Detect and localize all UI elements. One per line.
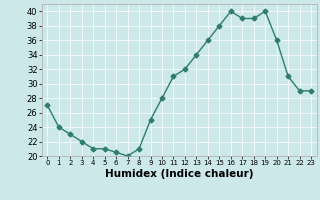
X-axis label: Humidex (Indice chaleur): Humidex (Indice chaleur) <box>105 169 253 179</box>
